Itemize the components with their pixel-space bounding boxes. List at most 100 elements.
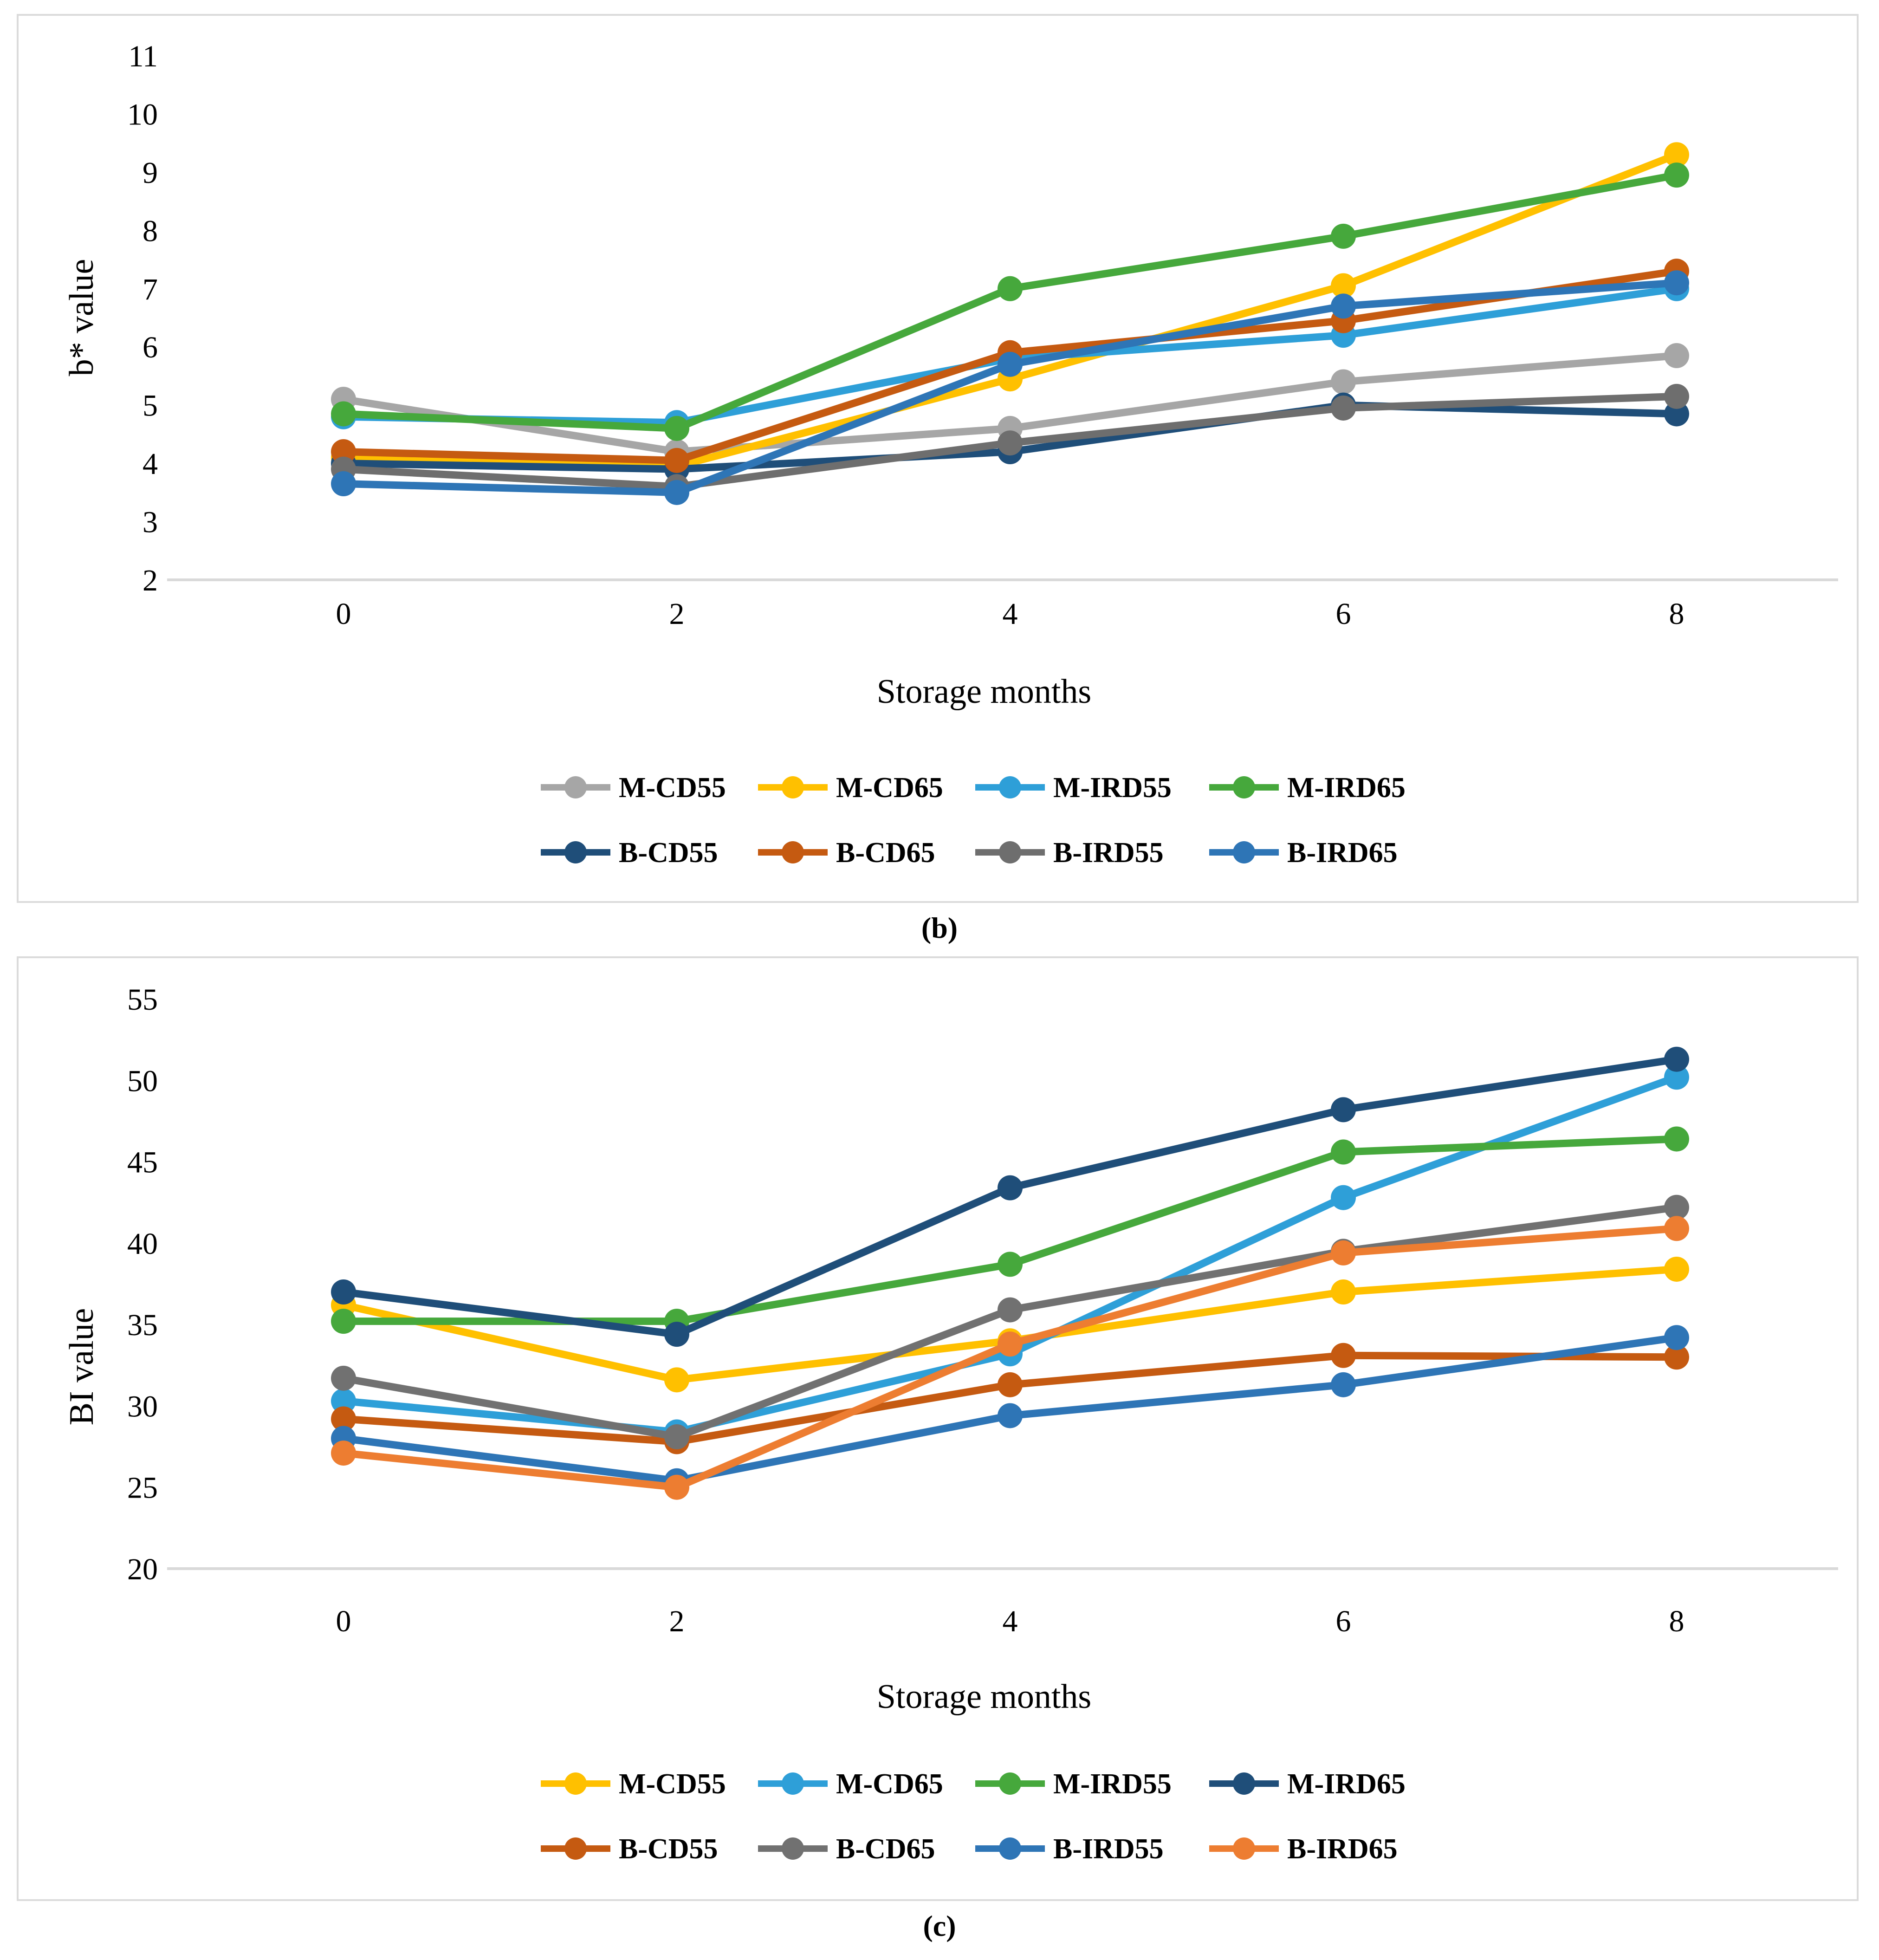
data-point-M-CD55-month-8 xyxy=(1664,1256,1689,1282)
series-M-IRD65 xyxy=(331,162,1689,441)
legend-item-B-IRD65: B-IRD65 xyxy=(1209,1833,1398,1865)
data-point-B-IRD65-month-6 xyxy=(1331,293,1356,319)
legend-label: B-CD65 xyxy=(836,837,935,869)
data-point-B-CD55-month-6 xyxy=(1331,1343,1356,1368)
legend-dot-marker xyxy=(564,1837,587,1860)
data-point-B-CD65-month-0 xyxy=(331,439,356,465)
y-tick-label: 8 xyxy=(143,214,158,248)
data-point-B-IRD65-month-4 xyxy=(998,1331,1023,1357)
series-B-IRD65 xyxy=(331,1216,1689,1500)
x-tick-label: 2 xyxy=(669,1604,685,1638)
legend-dot-marker xyxy=(1233,841,1255,863)
y-tick-label: 2 xyxy=(143,564,158,597)
legend-dot-marker xyxy=(782,841,804,863)
legend-label: M-CD55 xyxy=(619,772,726,804)
x-axis-title: Storage months xyxy=(877,1678,1091,1716)
line-chart-c-bi-value: 20 25 30 35 40 45 50 55 BI value 0 2 4 6 8 Storage mon… xyxy=(63,983,1838,1865)
y-tick-label: 3 xyxy=(143,506,158,539)
y-tick-label: 20 xyxy=(127,1552,158,1586)
series-B-IRD65 xyxy=(331,270,1689,505)
data-point-B-IRD55-month-6 xyxy=(1331,1372,1356,1397)
data-point-M-CD55-month-6 xyxy=(1331,369,1356,395)
data-point-M-CD55-month-8 xyxy=(1664,343,1689,369)
legend-item-B-CD65: B-CD65 xyxy=(758,1833,935,1865)
y-tick-label: 30 xyxy=(127,1389,158,1423)
legend-dot-marker xyxy=(999,1837,1021,1860)
data-point-B-IRD65-month-2 xyxy=(664,480,689,505)
x-tick-label: 4 xyxy=(1003,1604,1018,1638)
x-tick-label: 0 xyxy=(336,597,351,631)
series-M-IRD65 xyxy=(331,1046,1689,1347)
legend-item-M-IRD55: M-IRD55 xyxy=(975,772,1172,804)
data-point-M-IRD65-month-6 xyxy=(1331,223,1356,249)
legend-label: B-CD55 xyxy=(619,837,718,869)
legend-label: M-IRD65 xyxy=(1287,772,1406,804)
legend-dot-marker xyxy=(564,841,587,863)
y-tick-label: 6 xyxy=(143,331,158,364)
legend-dot-marker xyxy=(564,776,587,798)
data-point-M-IRD65-month-2 xyxy=(664,415,689,441)
y-tick-label: 11 xyxy=(128,39,158,73)
x-tick-label: 6 xyxy=(1336,597,1351,631)
legend-dot-marker xyxy=(999,1772,1021,1795)
data-point-B-IRD55-month-6 xyxy=(1331,395,1356,421)
data-point-B-CD55-month-4 xyxy=(998,1372,1023,1397)
x-tick-label: 4 xyxy=(1003,597,1018,631)
data-point-M-CD65-month-8 xyxy=(1664,142,1689,168)
legend-item-M-IRD55: M-IRD55 xyxy=(975,1768,1172,1800)
legend-label: M-IRD55 xyxy=(1053,1768,1172,1800)
legend-dot-marker xyxy=(782,1772,804,1795)
legend-dot-marker xyxy=(1233,1837,1255,1860)
legend-label: B-CD65 xyxy=(836,1833,935,1865)
y-tick-label: 9 xyxy=(143,156,158,190)
y-tick-label: 7 xyxy=(143,273,158,306)
y-tick-label: 40 xyxy=(127,1227,158,1261)
legend-item-B-CD55: B-CD55 xyxy=(541,837,718,869)
data-point-M-CD65-month-0 xyxy=(331,1388,356,1414)
data-point-M-IRD65-month-4 xyxy=(998,276,1023,301)
data-point-B-IRD65-month-8 xyxy=(1664,1216,1689,1241)
legend-item-M-CD55: M-CD55 xyxy=(541,772,726,804)
y-tick-label: 4 xyxy=(143,447,158,481)
data-point-M-IRD65-month-6 xyxy=(1331,1097,1356,1123)
data-point-B-CD65-month-2 xyxy=(664,448,689,473)
subfigure-caption-c: (c) xyxy=(923,1909,956,1942)
legend-label: B-CD55 xyxy=(619,1833,718,1865)
x-axis-title: Storage months xyxy=(877,673,1091,711)
legend-dot-marker xyxy=(1233,776,1255,798)
data-point-B-CD55-month-8 xyxy=(1664,1344,1689,1370)
data-point-M-IRD55-month-6 xyxy=(1331,1139,1356,1165)
y-tick-label: 10 xyxy=(127,97,158,131)
legend-dot-marker xyxy=(999,841,1021,863)
subfigure-caption-b: (b) xyxy=(921,911,958,944)
y-tick-label: 45 xyxy=(127,1146,158,1180)
legend-dot-marker xyxy=(999,776,1021,798)
legend-item-B-IRD55: B-IRD55 xyxy=(975,1833,1164,1865)
data-point-M-IRD65-month-2 xyxy=(664,1322,689,1347)
data-point-B-IRD65-month-0 xyxy=(331,1441,356,1466)
line-chart-b-b-star-value: 2 3 4 5 6 7 8 9 10 11 b* value 0 2 4 6 8 Storage months M… xyxy=(63,39,1838,869)
data-point-B-CD65-month-2 xyxy=(664,1424,689,1450)
data-point-M-IRD65-month-4 xyxy=(998,1175,1023,1201)
legend-item-B-CD55: B-CD55 xyxy=(541,1833,718,1865)
x-tick-label: 8 xyxy=(1669,597,1685,631)
legend-dot-marker xyxy=(782,776,804,798)
data-point-M-CD65-month-6 xyxy=(1331,1185,1356,1210)
y-tick-label: 25 xyxy=(127,1471,158,1505)
legend-label: M-CD65 xyxy=(836,1768,943,1800)
legend-dot-marker xyxy=(782,1837,804,1860)
legend-label: M-IRD55 xyxy=(1053,772,1172,804)
legend-label: B-IRD55 xyxy=(1053,1833,1164,1865)
data-point-B-IRD55-month-4 xyxy=(998,430,1023,456)
x-tick-label: 2 xyxy=(669,597,685,631)
data-point-B-IRD65-month-2 xyxy=(664,1474,689,1500)
data-point-B-IRD65-month-8 xyxy=(1664,270,1689,296)
data-point-M-IRD65-month-8 xyxy=(1664,162,1689,188)
data-point-B-IRD65-month-4 xyxy=(998,351,1023,377)
x-tick-label: 8 xyxy=(1669,1604,1685,1638)
y-tick-label: 50 xyxy=(127,1064,158,1098)
legend-item-M-CD55: M-CD55 xyxy=(541,1768,726,1800)
chart-panel-c: 20 25 30 35 40 45 50 55 BI value 0 2 4 6 8 Storage mon… xyxy=(17,956,1859,1901)
data-point-M-CD55-month-2 xyxy=(664,1367,689,1393)
